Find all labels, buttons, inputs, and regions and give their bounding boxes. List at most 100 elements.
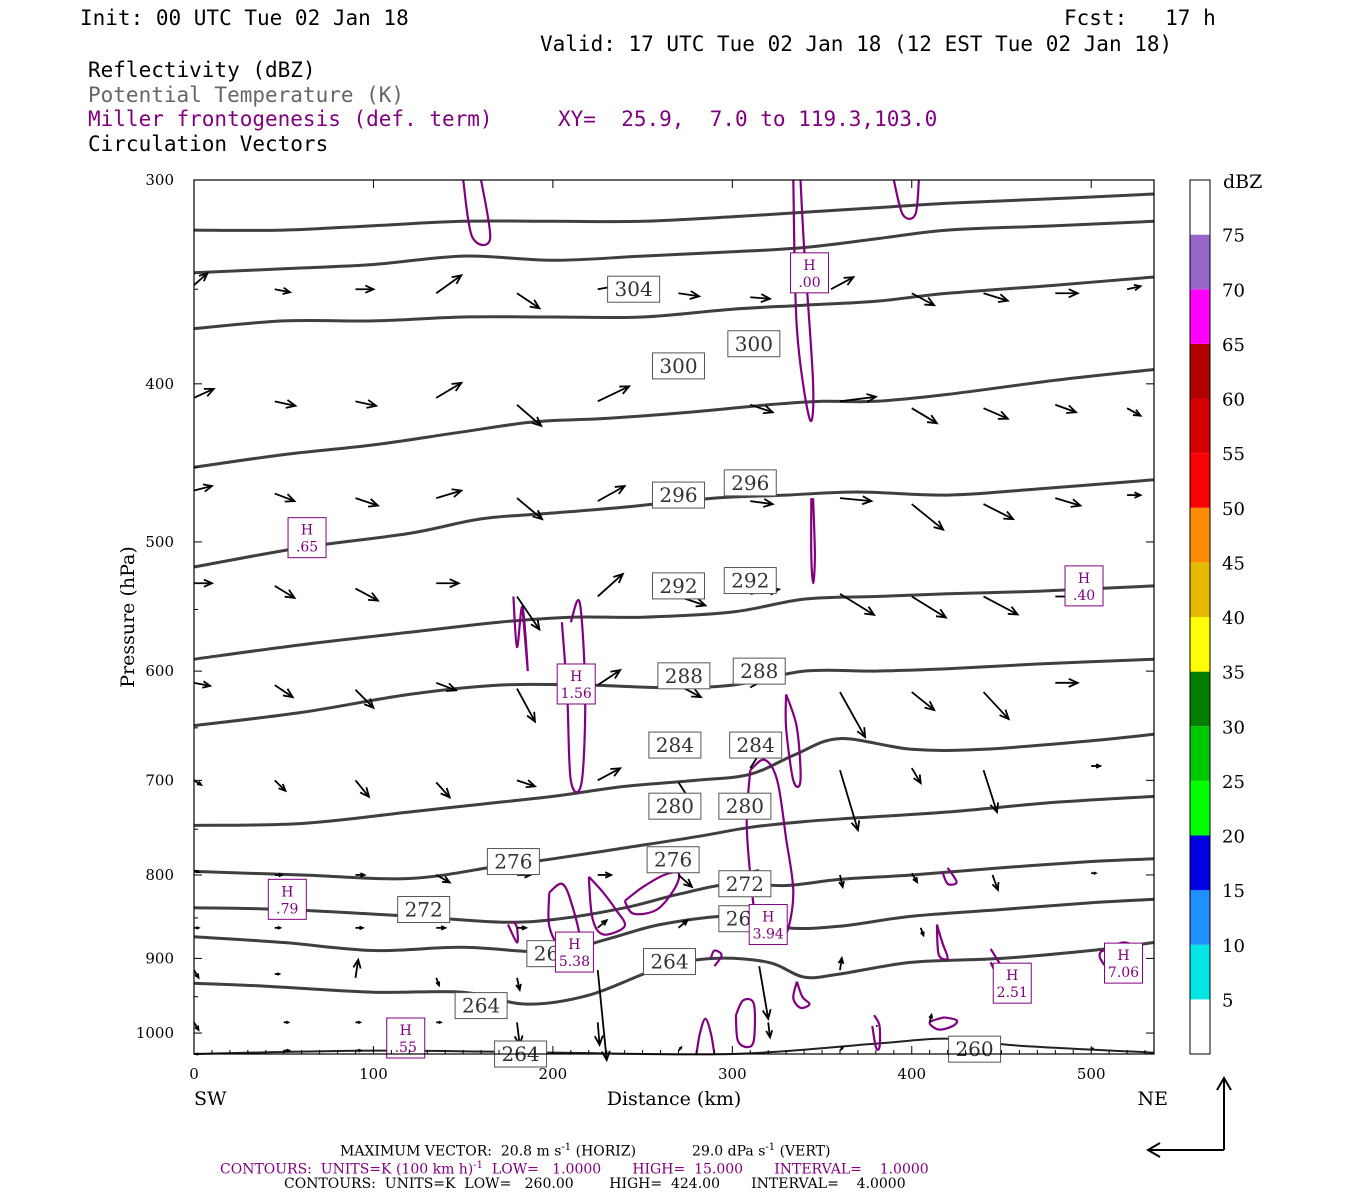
theta-label-text: 272 <box>405 898 443 922</box>
colorbar-label: 5 <box>1222 990 1233 1011</box>
circulation-vector <box>1126 407 1143 417</box>
theta-labels: 304 300 300 296 296 292 292 288 288 284 284 280 280 2… <box>397 275 1002 1068</box>
frontogenesis-high: H3.94 <box>748 904 788 946</box>
xy-label: XY= 25.9, 7.0 to 119.3,103.0 <box>558 107 938 131</box>
vector-head <box>276 972 282 976</box>
vector-shaft <box>516 595 541 630</box>
fcst-label: Fcst: 17 h <box>1064 6 1216 30</box>
theta-label: 304 <box>607 275 661 303</box>
frontogenesis-contour <box>462 179 492 247</box>
vector-head <box>593 1035 604 1048</box>
frontogenesis-contour <box>928 1016 959 1031</box>
circulation-vector <box>758 966 772 1021</box>
circulation-vector <box>193 680 213 689</box>
high-box <box>789 252 829 294</box>
vector-head <box>442 875 452 884</box>
vector-shaft <box>839 593 875 616</box>
vector-head <box>284 493 297 503</box>
vector-head <box>198 271 210 282</box>
high-value: 5.38 <box>559 954 590 970</box>
high-value: .65 <box>296 540 318 556</box>
vector-shaft <box>911 595 947 619</box>
colorbar: 5 10 15 20 25 30 35 40 45 50 55 60 65 70 75 <box>1189 179 1245 1055</box>
theta-label: 292 <box>651 572 705 600</box>
frontogenesis-contour <box>734 997 757 1049</box>
colorbar-swatch <box>1190 780 1210 836</box>
vector-head <box>282 688 295 699</box>
theta-label: 284 <box>729 731 783 759</box>
frontogenesis-contour <box>507 920 519 944</box>
vector-shaft <box>839 497 872 502</box>
vector-head <box>440 787 452 799</box>
theta-label-text: 276 <box>654 848 692 872</box>
colorbar-swatch <box>1190 507 1210 563</box>
vector-head <box>529 299 542 310</box>
theta-label: 264 <box>643 948 697 976</box>
vector-head <box>924 700 936 712</box>
field-vectors-label: Circulation Vectors <box>88 132 329 156</box>
vector-shaft <box>355 497 379 507</box>
colorbar-swatch <box>1190 617 1210 672</box>
footer-max-vector: MAXIMUM VECTOR: 20.8 m s-1 (HORIZ) 29.0 d… <box>340 1142 831 1160</box>
high-box <box>287 517 327 559</box>
frontogenesis-contour <box>623 871 681 916</box>
vector-shaft <box>193 388 215 399</box>
circulation-vector <box>1091 763 1103 769</box>
colorbar-label: 35 <box>1222 663 1245 684</box>
vector-head <box>689 290 702 300</box>
circulation-vector <box>911 407 939 425</box>
high-value: .40 <box>1073 588 1095 604</box>
vector-head <box>866 393 879 403</box>
circulation-vector <box>354 779 371 799</box>
vector-head <box>850 820 861 833</box>
circulation-vector <box>677 874 694 889</box>
circulation-vector <box>436 925 448 931</box>
theta-label-text: 300 <box>735 332 773 356</box>
high-letter: H <box>803 258 815 274</box>
field-theta-label: Potential Temperature (K) <box>88 83 405 107</box>
vector-shaft <box>1055 497 1081 507</box>
vector-head <box>928 1012 934 1019</box>
theta-label-box <box>732 657 786 685</box>
circulation-vector <box>274 779 288 793</box>
circulation-vector <box>436 1020 443 1025</box>
vector-head <box>683 878 694 889</box>
circulation-vector <box>982 769 999 815</box>
theta-label-box <box>651 352 705 380</box>
theta-label-text: 288 <box>665 664 703 688</box>
circulation-vector <box>597 767 623 782</box>
vector-head <box>360 872 367 878</box>
high-box <box>556 663 596 705</box>
high-value: .55 <box>395 1040 417 1056</box>
circulation-vector <box>435 781 452 799</box>
theta-contour-276 <box>193 794 1155 881</box>
vector-shaft <box>983 407 1009 420</box>
theta-label-box <box>948 1035 1002 1063</box>
circulation-vector <box>516 404 543 428</box>
circulation-vectors <box>193 271 1143 1063</box>
vector-shaft <box>910 767 922 784</box>
colorbar-swatch <box>1190 726 1210 781</box>
vector-head <box>278 783 288 793</box>
vector-shaft <box>354 959 360 978</box>
circulation-vector <box>516 688 536 724</box>
vector-head <box>1068 677 1080 688</box>
colorbar-label: 70 <box>1222 280 1245 301</box>
vector-shaft <box>516 497 543 520</box>
circulation-vector <box>193 779 204 787</box>
vector-head <box>1134 491 1143 499</box>
vector-shaft <box>839 395 876 403</box>
vector-head <box>840 1045 845 1050</box>
vector-head <box>614 485 627 495</box>
theta-label-box <box>657 662 711 690</box>
frontogenesis-contour <box>941 867 958 886</box>
circulation-vector <box>597 668 622 686</box>
theta-label-text: 296 <box>731 471 769 495</box>
vector-head <box>359 787 371 799</box>
circulation-vector <box>274 925 283 930</box>
circulation-vector <box>919 927 925 938</box>
theta-label-text: 292 <box>659 574 697 598</box>
theta-label: 296 <box>723 469 777 497</box>
circulation-vector <box>435 681 459 692</box>
theta-label-box <box>646 846 700 874</box>
